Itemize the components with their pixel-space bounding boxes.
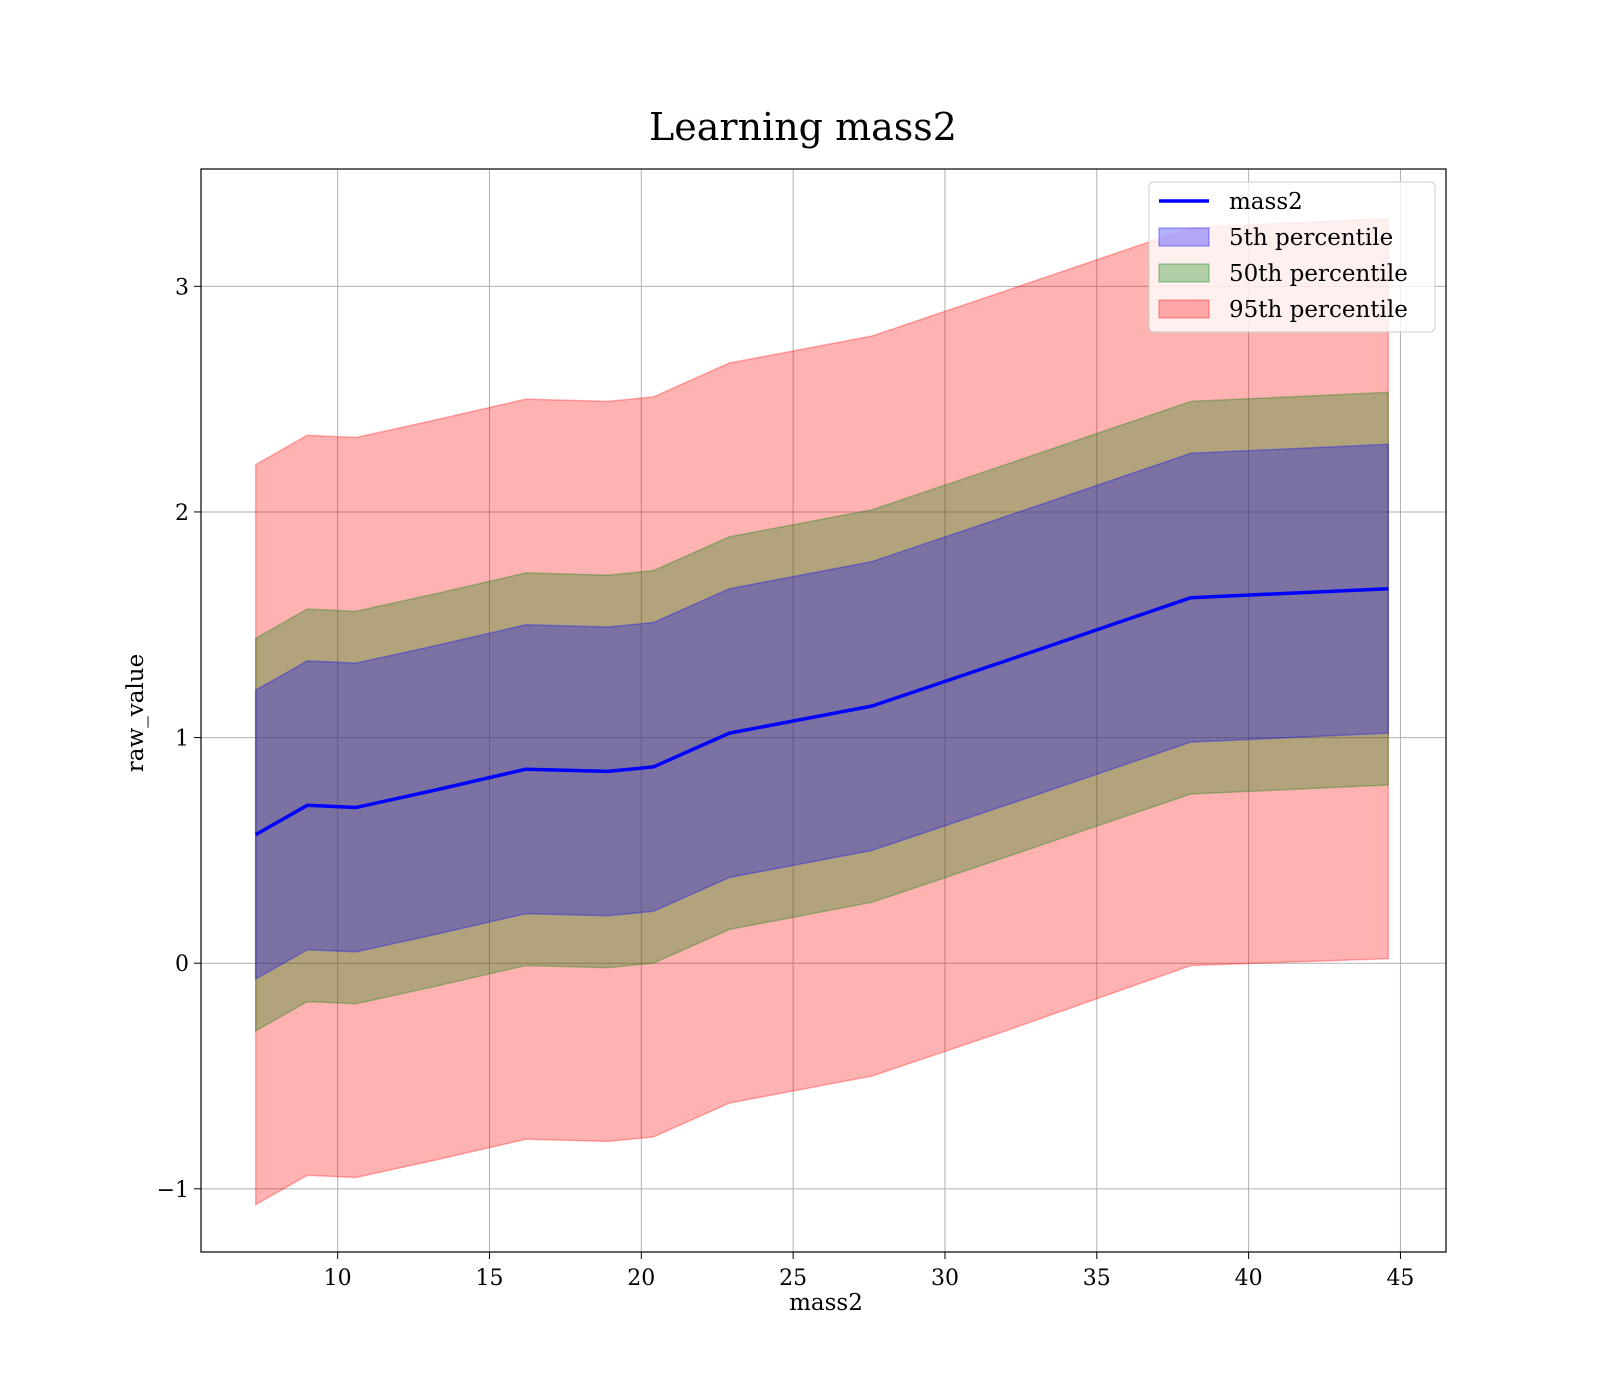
legend-label-50th-percentile: 50th percentile bbox=[1229, 261, 1408, 287]
band-95th-percentile bbox=[254, 217, 1390, 1206]
legend-box bbox=[1148, 181, 1436, 333]
x-tick-label-4: 30 bbox=[931, 1266, 959, 1291]
y-tick-label-4: 3 bbox=[175, 275, 189, 300]
x-tick-label-5: 35 bbox=[1083, 1266, 1111, 1291]
axes-frame bbox=[200, 168, 1447, 1253]
legend-swatch-5th-percentile bbox=[1158, 227, 1210, 247]
y-axis-label: raw_value bbox=[123, 654, 149, 772]
x-tick-label-3: 25 bbox=[779, 1266, 807, 1291]
band-50th-percentile bbox=[254, 391, 1390, 1033]
chart-title: Learning mass2 bbox=[649, 105, 957, 149]
legend: mass2 5th percentile 50th percentile 95th p… bbox=[1148, 181, 1436, 333]
plot-area: 10 15 20 25 30 35 40 45 −1 0 1 2 3 bbox=[157, 168, 1447, 1291]
x-tick-label-2: 20 bbox=[627, 1266, 655, 1291]
legend-swatch-50th-percentile bbox=[1158, 263, 1210, 283]
data-layer bbox=[254, 217, 1390, 1206]
y-tick-label-0: −1 bbox=[157, 1178, 189, 1203]
band-5th-percentile bbox=[254, 443, 1390, 981]
x-tick-label-0: 10 bbox=[324, 1266, 352, 1291]
series-line-mass2 bbox=[254, 586, 1389, 837]
legend-label-95th-percentile: 95th percentile bbox=[1229, 297, 1408, 323]
x-tick-label-1: 15 bbox=[475, 1266, 503, 1291]
legend-swatch-95th-percentile bbox=[1158, 299, 1210, 319]
x-tick-label-7: 45 bbox=[1386, 1266, 1414, 1291]
y-tick-label-3: 2 bbox=[175, 501, 189, 526]
legend-label-5th-percentile: 5th percentile bbox=[1229, 225, 1393, 251]
x-tick-label-6: 40 bbox=[1235, 1266, 1263, 1291]
x-axis-label: mass2 bbox=[789, 1290, 863, 1316]
legend-label-mass2: mass2 bbox=[1229, 189, 1303, 215]
y-tick-label-1: 0 bbox=[175, 952, 189, 977]
y-tick-label-2: 1 bbox=[175, 727, 189, 752]
